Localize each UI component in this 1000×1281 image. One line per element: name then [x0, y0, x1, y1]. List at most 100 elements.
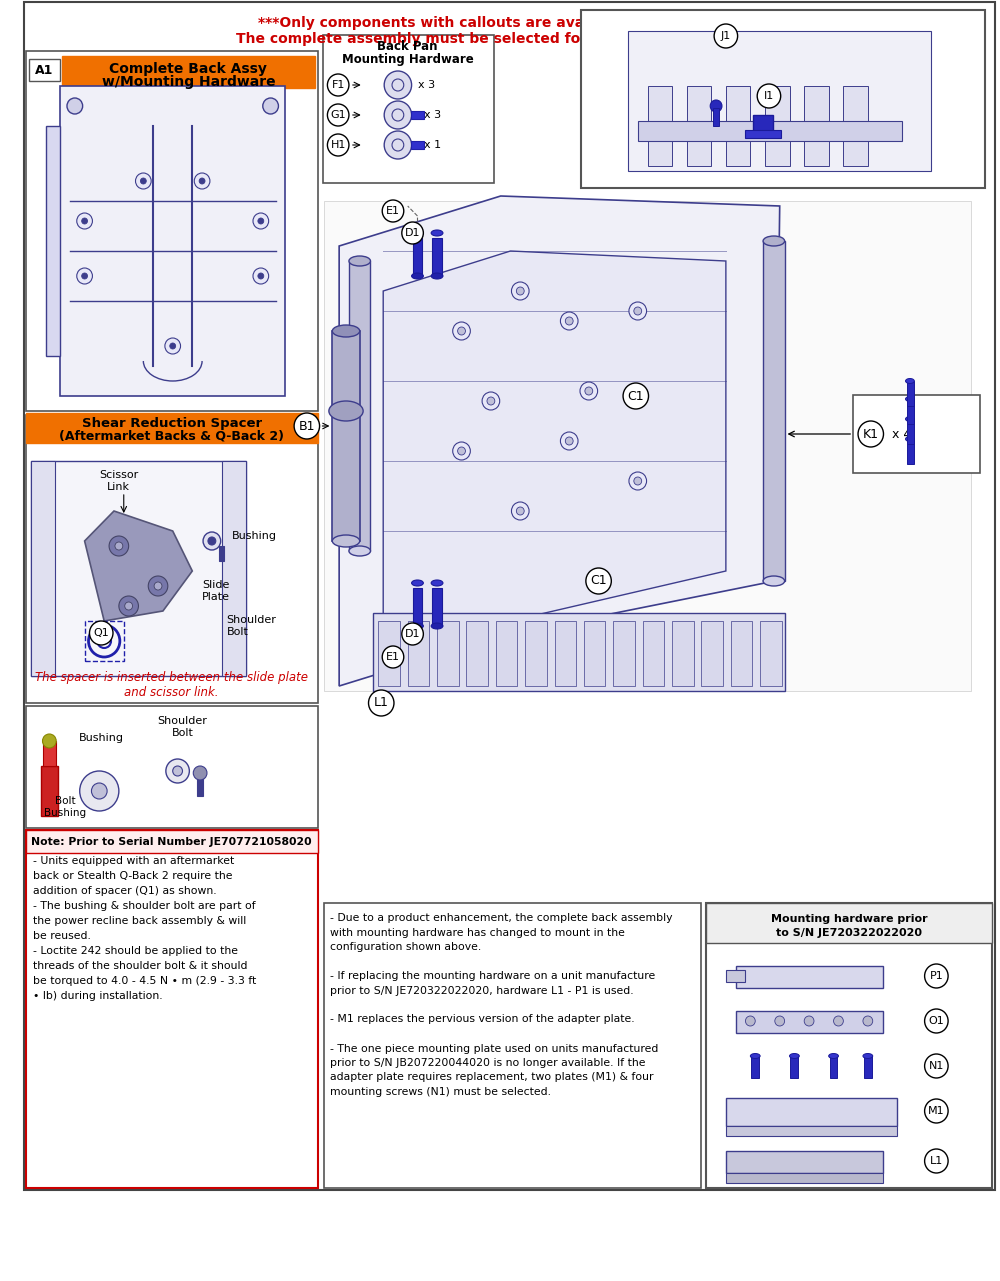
Text: Mounting Hardware: Mounting Hardware — [342, 54, 474, 67]
Circle shape — [925, 1054, 948, 1079]
Bar — [726, 1173, 883, 1182]
Circle shape — [193, 766, 207, 780]
Circle shape — [173, 766, 183, 776]
Bar — [726, 1098, 897, 1126]
Bar — [413, 588, 422, 626]
Text: x 3: x 3 — [418, 79, 436, 90]
Text: with mounting hardware has changed to mount in the: with mounting hardware has changed to mo… — [330, 927, 625, 938]
Text: - Due to a product enhancement, the complete back assembly: - Due to a product enhancement, the comp… — [330, 913, 673, 924]
FancyBboxPatch shape — [581, 10, 985, 188]
FancyBboxPatch shape — [62, 56, 315, 88]
Circle shape — [327, 104, 349, 126]
FancyBboxPatch shape — [26, 51, 318, 411]
Ellipse shape — [412, 580, 423, 585]
Bar — [373, 614, 785, 690]
Text: D1: D1 — [405, 228, 420, 238]
Ellipse shape — [790, 1053, 799, 1058]
Circle shape — [253, 268, 269, 284]
Text: - The bushing & shoulder bolt are part of: - The bushing & shoulder bolt are part o… — [33, 901, 255, 911]
Text: N1: N1 — [929, 1061, 944, 1071]
Text: Q1: Q1 — [93, 628, 109, 638]
Text: configuration shown above.: configuration shown above. — [330, 942, 482, 952]
FancyBboxPatch shape — [324, 903, 701, 1187]
Ellipse shape — [906, 378, 914, 383]
Circle shape — [458, 447, 465, 455]
Circle shape — [565, 437, 573, 445]
Circle shape — [382, 200, 404, 222]
Ellipse shape — [412, 273, 423, 279]
Circle shape — [458, 327, 465, 336]
Circle shape — [258, 218, 264, 224]
Circle shape — [327, 74, 349, 96]
Text: O1: O1 — [928, 1016, 944, 1026]
Bar — [907, 398, 914, 424]
Text: Scissor
Link: Scissor Link — [99, 470, 138, 492]
Text: Shoulder
Bolt: Shoulder Bolt — [158, 716, 207, 738]
Circle shape — [565, 316, 573, 325]
FancyBboxPatch shape — [26, 830, 318, 1187]
Bar — [760, 621, 782, 687]
Ellipse shape — [431, 580, 443, 585]
Bar — [726, 86, 750, 167]
Circle shape — [194, 173, 210, 190]
Circle shape — [369, 690, 394, 716]
FancyBboxPatch shape — [26, 415, 318, 703]
Text: A1: A1 — [35, 64, 54, 77]
Circle shape — [148, 576, 168, 596]
FancyBboxPatch shape — [26, 706, 318, 828]
Bar — [736, 966, 883, 988]
Ellipse shape — [332, 325, 360, 337]
Circle shape — [402, 623, 423, 646]
Circle shape — [166, 760, 189, 783]
Circle shape — [136, 173, 151, 190]
Circle shape — [453, 322, 470, 339]
Bar — [726, 970, 745, 983]
Bar — [628, 31, 931, 170]
Bar — [613, 621, 635, 687]
FancyBboxPatch shape — [29, 59, 60, 81]
Ellipse shape — [431, 623, 443, 629]
Bar — [324, 201, 971, 690]
Circle shape — [154, 582, 162, 591]
Circle shape — [863, 1016, 873, 1026]
Bar — [31, 461, 246, 676]
Text: be torqued to 4.0 - 4.5 N • m (2.9 - 3.3 ft: be torqued to 4.0 - 4.5 N • m (2.9 - 3.3… — [33, 976, 256, 986]
Text: - Loctite 242 should be applied to the: - Loctite 242 should be applied to the — [33, 945, 238, 956]
Circle shape — [560, 432, 578, 450]
Circle shape — [714, 24, 738, 47]
Circle shape — [834, 1016, 843, 1026]
Circle shape — [629, 302, 647, 320]
FancyBboxPatch shape — [26, 412, 318, 443]
Bar — [907, 439, 914, 464]
Polygon shape — [383, 251, 726, 661]
Circle shape — [516, 287, 524, 295]
Text: addition of spacer (Q1) as shown.: addition of spacer (Q1) as shown. — [33, 886, 216, 895]
Ellipse shape — [906, 397, 914, 401]
Circle shape — [384, 131, 412, 159]
Circle shape — [516, 507, 524, 515]
Text: Mounting hardware prior: Mounting hardware prior — [771, 915, 928, 924]
Bar — [731, 621, 752, 687]
Text: The spacer is inserted between the slide plate
and scissor link.: The spacer is inserted between the slide… — [35, 671, 308, 699]
Ellipse shape — [332, 535, 360, 547]
Text: mounting screws (N1) must be selected.: mounting screws (N1) must be selected. — [330, 1088, 551, 1097]
Circle shape — [482, 392, 500, 410]
Bar — [713, 108, 719, 126]
Circle shape — [402, 222, 423, 243]
Text: J1: J1 — [721, 31, 731, 41]
Bar — [43, 740, 56, 766]
Ellipse shape — [412, 231, 423, 236]
Bar — [222, 461, 246, 676]
FancyBboxPatch shape — [706, 903, 992, 943]
Text: Back Pan: Back Pan — [377, 41, 438, 54]
Bar — [432, 238, 442, 275]
Circle shape — [263, 99, 278, 114]
Bar — [437, 621, 459, 687]
Bar — [687, 86, 711, 167]
Text: D1: D1 — [405, 629, 420, 639]
Bar — [736, 1011, 883, 1032]
Bar — [197, 776, 203, 796]
Ellipse shape — [329, 401, 363, 421]
Text: - M1 replaces the pervious version of the adapter plate.: - M1 replaces the pervious version of th… — [330, 1015, 635, 1025]
Text: Shear Reduction Spacer: Shear Reduction Spacer — [82, 418, 262, 430]
